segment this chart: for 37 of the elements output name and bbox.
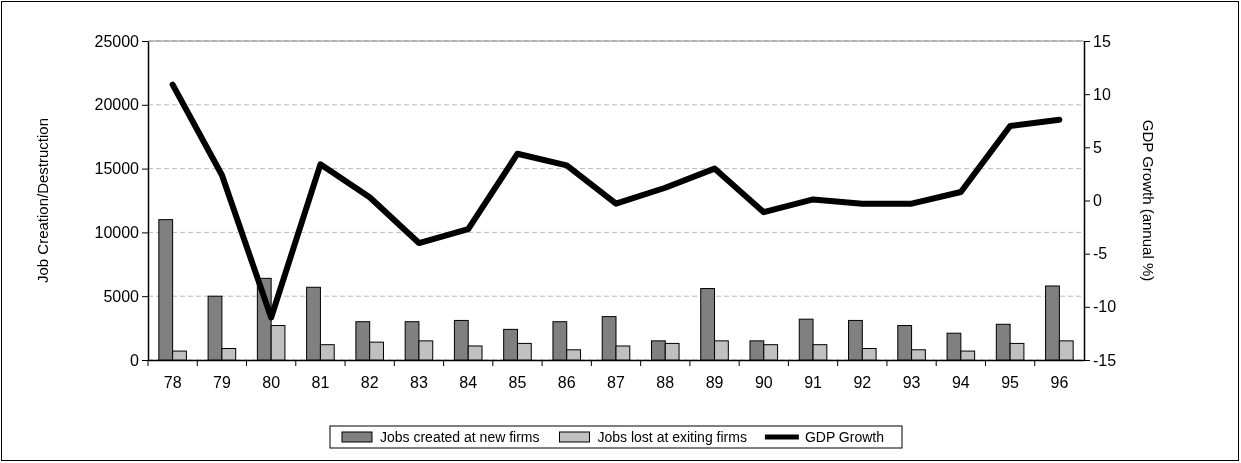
legend-label: Jobs created at new firms [379,429,540,445]
y-tick-label: 0 [130,351,140,369]
x-tick-label: 83 [410,374,428,392]
x-tick-label: 93 [902,374,921,392]
x-tick-label: 96 [1050,374,1069,392]
y2-tick-label: 5 [1093,138,1102,156]
x-tick-label: 92 [853,374,872,392]
legend-label: Jobs lost at exiting firms [597,429,747,445]
y-tick-label: 15000 [94,160,140,178]
y2-tick-label: -15 [1093,351,1117,369]
x-tick-label: 88 [656,374,675,392]
legend-label: GDP Growth [804,429,885,445]
y2-tick-label: 0 [1093,192,1102,210]
x-tick-label: 84 [459,374,478,392]
x-tick-label: 78 [163,374,182,392]
x-tick-label: 79 [213,374,231,392]
x-tick-label: 89 [705,374,724,392]
x-tick-label: 95 [1001,374,1020,392]
y2-tick-label: 10 [1093,85,1111,103]
y-axis-title: Job Creation/Destruction [34,117,51,284]
y-tick-label: 5000 [103,287,140,305]
y-tick-label: 20000 [94,96,140,114]
x-tick-label: 94 [951,374,970,392]
y-tick-label: 25000 [94,32,140,50]
x-tick-label: 82 [360,374,379,392]
y2-tick-label: -5 [1093,245,1108,263]
x-tick-label: 87 [607,374,625,392]
y2-tick-label: 15 [1093,32,1111,50]
y2-tick-label: -10 [1093,298,1117,316]
x-tick-label: 81 [311,374,330,392]
x-tick-label: 90 [754,374,773,392]
x-tick-label: 85 [508,374,527,392]
x-tick-label: 80 [262,374,281,392]
y-tick-label: 10000 [94,224,140,242]
y2-axis-title: GDP Growth (annual %) [1140,119,1157,282]
x-tick-label: 91 [804,374,823,392]
x-tick-label: 86 [557,374,576,392]
